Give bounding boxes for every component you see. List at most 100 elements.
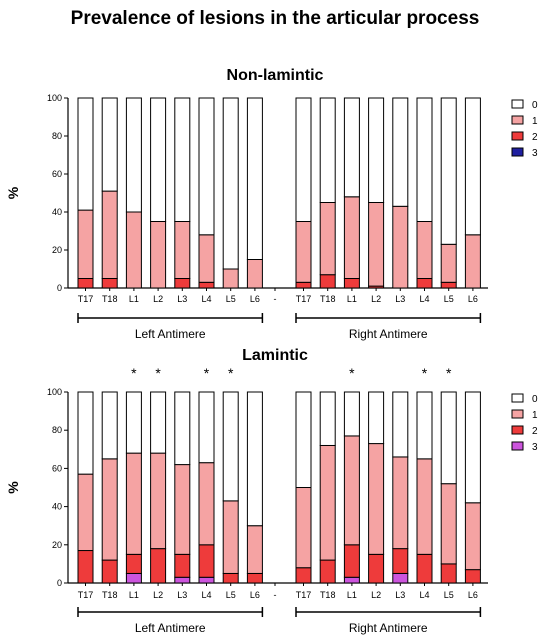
bar-segment-1	[440, 243, 457, 283]
legend-swatch-3	[511, 147, 524, 157]
bar-segment-2	[319, 274, 336, 289]
bar-segment-0	[368, 97, 385, 203]
x-tick-label: L6	[250, 294, 260, 304]
y-tick-label: 0	[57, 283, 62, 293]
bar-segment-0	[295, 391, 312, 488]
significance-marker: *	[349, 365, 355, 381]
legend-swatch-1	[511, 409, 524, 419]
bar-segment-2	[343, 544, 360, 578]
bar-segment-0	[392, 97, 409, 207]
bar-segment-0	[101, 391, 118, 460]
bar-segment-0	[440, 97, 457, 245]
x-tick-label: -	[274, 590, 277, 600]
bar-segment-0	[174, 391, 191, 466]
y-tick-label: 80	[52, 131, 62, 141]
bar-segment-1	[319, 444, 336, 561]
x-tick-label: L4	[201, 294, 211, 304]
bar-segment-2	[392, 548, 409, 574]
x-tick-label: L6	[468, 590, 478, 600]
bar-segment-1	[464, 234, 481, 289]
legend-swatch-2	[511, 425, 524, 435]
bar-segment-2	[77, 550, 94, 584]
bar-segment-1	[440, 483, 457, 565]
bar-segment-2	[440, 281, 457, 289]
group-label: Left Antimere	[135, 327, 206, 341]
x-tick-label: T18	[320, 590, 336, 600]
bar-segment-0	[150, 391, 167, 454]
bar-segment-1	[150, 452, 167, 550]
bar-segment-2	[246, 572, 263, 584]
x-tick-label: T18	[320, 294, 336, 304]
legend-swatch-2	[511, 131, 524, 141]
bar-segment-3	[174, 576, 191, 584]
bar-segment-1	[77, 209, 94, 280]
panel-title: Non-lamintic	[227, 67, 324, 84]
legend-label: 1	[532, 116, 538, 127]
y-tick-label: 100	[47, 93, 62, 103]
x-tick-label: L6	[468, 294, 478, 304]
x-tick-label: L2	[371, 590, 381, 600]
bar-segment-1	[246, 259, 263, 289]
bar-segment-1	[246, 525, 263, 574]
bar-segment-1	[125, 211, 142, 289]
x-tick-label: L1	[347, 590, 357, 600]
x-tick-label: L3	[395, 294, 405, 304]
x-tick-label: L1	[129, 294, 139, 304]
x-tick-label: L1	[129, 590, 139, 600]
bar-segment-2	[440, 563, 457, 584]
bar-segment-2	[464, 569, 481, 584]
y-tick-label: 100	[47, 387, 62, 397]
y-tick-label: 80	[52, 425, 62, 435]
bar-segment-1	[101, 458, 118, 561]
bar-segment-3	[343, 576, 360, 584]
y-tick-label: 60	[52, 169, 62, 179]
group-label: Right Antimere	[349, 621, 428, 635]
bar-segment-3	[198, 576, 215, 584]
bar-segment-0	[246, 97, 263, 260]
bar-segment-0	[222, 391, 239, 502]
bar-segment-0	[125, 97, 142, 213]
bar-segment-1	[368, 202, 385, 287]
bar-segment-2	[416, 553, 433, 584]
bar-segment-0	[125, 391, 142, 454]
group-label: Right Antimere	[349, 327, 428, 341]
legend-label: 0	[532, 394, 538, 405]
bar-segment-2	[295, 281, 312, 289]
x-tick-label: L3	[177, 294, 187, 304]
bar-segment-0	[392, 391, 409, 458]
bar-segment-2	[77, 278, 94, 289]
bar-segment-1	[174, 464, 191, 555]
x-tick-label: L2	[153, 294, 163, 304]
figure-title: Prevalence of lesions in the articular p…	[71, 8, 480, 29]
bar-segment-0	[198, 97, 215, 236]
bar-segment-0	[416, 97, 433, 222]
y-tick-label: 0	[57, 578, 62, 588]
bar-segment-1	[319, 202, 336, 276]
x-tick-label: L4	[419, 294, 429, 304]
bar-segment-1	[416, 221, 433, 279]
bar-segment-3	[125, 572, 142, 584]
bar-segment-0	[440, 391, 457, 485]
bar-segment-0	[150, 97, 167, 222]
bar-segment-0	[101, 97, 118, 192]
y-axis-label: %	[5, 186, 21, 199]
y-tick-label: 40	[52, 207, 62, 217]
bar-segment-2	[295, 567, 312, 584]
bar-segment-0	[222, 97, 239, 270]
legend-label: 1	[532, 410, 538, 421]
bar-segment-1	[343, 435, 360, 546]
bar-segment-0	[343, 391, 360, 437]
bar-segment-1	[101, 190, 118, 280]
bar-segment-1	[464, 502, 481, 571]
legend-swatch-0	[511, 393, 524, 403]
bar-segment-1	[198, 234, 215, 283]
bar-segment-1	[125, 452, 142, 555]
x-tick-label: L3	[395, 590, 405, 600]
bar-segment-2	[101, 278, 118, 289]
x-tick-label: T18	[102, 590, 118, 600]
bar-segment-0	[319, 391, 336, 446]
x-tick-label: L6	[250, 590, 260, 600]
